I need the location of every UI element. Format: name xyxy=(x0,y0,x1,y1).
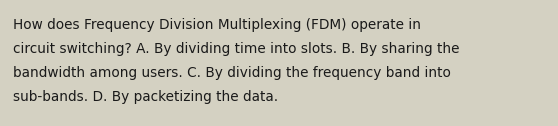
Text: bandwidth among users. C. By dividing the frequency band into: bandwidth among users. C. By dividing th… xyxy=(13,66,451,80)
Text: How does Frequency Division Multiplexing (FDM) operate in: How does Frequency Division Multiplexing… xyxy=(13,18,421,32)
Text: sub-bands. D. By packetizing the data.: sub-bands. D. By packetizing the data. xyxy=(13,90,278,104)
Text: circuit switching? A. By dividing time into slots. B. By sharing the: circuit switching? A. By dividing time i… xyxy=(13,42,459,56)
